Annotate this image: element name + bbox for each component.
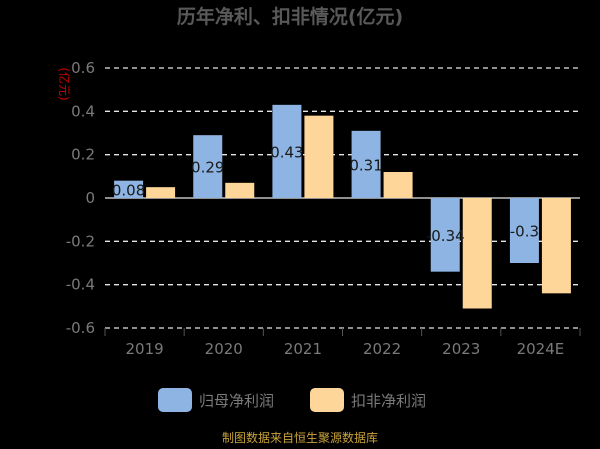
- y-tick-label: 0.2: [71, 146, 95, 164]
- y-tick-label: 0: [85, 189, 95, 207]
- legend-swatch: [158, 388, 192, 412]
- source-note: 制图数据来自恒生聚源数据库: [222, 430, 378, 445]
- chart-title: 历年净利、扣非情况(亿元): [177, 5, 403, 28]
- bar-deducted-net-profit: [225, 182, 255, 198]
- y-ticks: 0.6 0.4 0.2 0 -0.2 -0.4 -0.6: [66, 59, 95, 337]
- bar-net-profit: [193, 135, 223, 198]
- bar-deducted-net-profit: [541, 198, 571, 294]
- bar-net-profit: [351, 130, 381, 198]
- data-label: 0.43: [270, 143, 303, 161]
- data-labels: 0.08 0.29 0.43 0.31 -0.34 -0.3: [112, 143, 539, 244]
- bar-net-profit: [430, 198, 460, 272]
- x-tick-label: 2023: [442, 340, 480, 358]
- x-tick-label: 2021: [284, 340, 322, 358]
- legend-swatch: [310, 388, 344, 412]
- data-label: 0.08: [112, 181, 145, 199]
- y-tick-label: -0.4: [66, 276, 95, 294]
- bar-net-profit: [509, 198, 539, 263]
- x-tick-label: 2022: [363, 340, 401, 358]
- x-tick-label: 2020: [205, 340, 243, 358]
- y-tick-label: 0.4: [71, 102, 95, 120]
- data-label: -0.3: [510, 223, 539, 241]
- bars: [114, 104, 571, 309]
- legend: 归母净利润 扣非净利润: [158, 388, 426, 412]
- x-ticks: 2019 2020 2021 2022 2023 2024E: [104, 328, 581, 358]
- data-label: 0.29: [191, 159, 224, 177]
- bar-net-profit: [272, 104, 302, 198]
- y-tick-label: -0.2: [66, 232, 95, 250]
- x-tick-label: 2019: [125, 340, 163, 358]
- legend-label: 扣非净利润: [351, 392, 426, 410]
- data-label: -0.34: [426, 227, 465, 245]
- gridlines: [105, 67, 580, 329]
- y-tick-label: -0.6: [66, 319, 95, 337]
- legend-label: 归母净利润: [199, 392, 274, 410]
- bar-deducted-net-profit: [304, 115, 334, 198]
- bar-net-profit: [114, 180, 144, 198]
- x-tick-label: 2024E: [517, 340, 565, 358]
- y-unit-label: (亿元): [57, 67, 72, 100]
- y-tick-label: 0.6: [71, 59, 95, 77]
- data-label: 0.31: [349, 156, 382, 174]
- bar-deducted-net-profit: [462, 198, 492, 309]
- bar-deducted-net-profit: [383, 172, 413, 198]
- bar-deducted-net-profit: [146, 187, 176, 198]
